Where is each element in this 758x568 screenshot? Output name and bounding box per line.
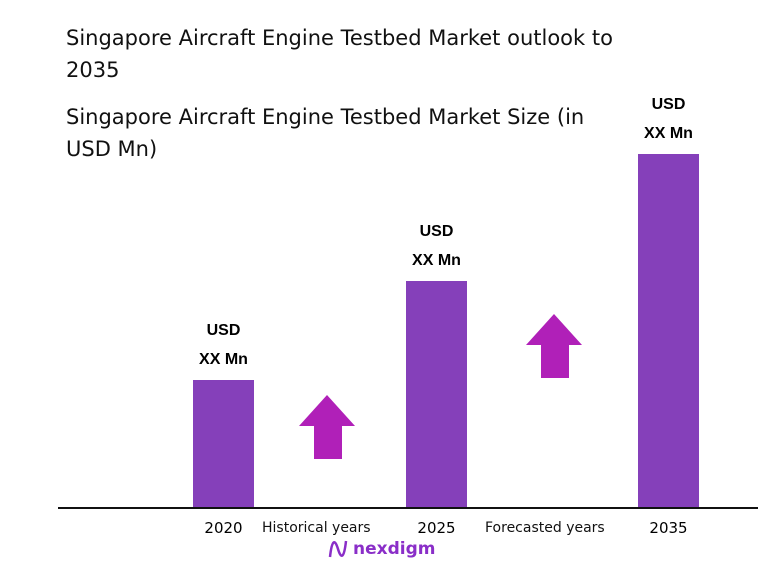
- nexdigm-logo-icon: [328, 540, 348, 558]
- bar-2020: [193, 379, 254, 507]
- data-label-value: XX Mn: [412, 252, 461, 270]
- chart-subtitle: Singapore Aircraft Engine Testbed Market…: [66, 105, 585, 161]
- chart-title: Singapore Aircraft Engine Testbed Market…: [66, 26, 613, 82]
- data-label-currency: USD: [651, 96, 686, 113]
- data-label-value: XX Mn: [199, 350, 248, 368]
- bar-2025: [406, 281, 467, 507]
- data-label-value: XX Mn: [644, 125, 693, 142]
- data-label-currency: USD: [419, 223, 454, 241]
- period-label-forecasted: Forecasted years: [485, 520, 605, 536]
- growth-arrow-icon: [299, 395, 355, 459]
- brand-name: nexdigm: [353, 539, 436, 559]
- x-tick-label: 2035: [649, 519, 688, 537]
- data-label-currency: USD: [206, 321, 241, 339]
- x-axis: [58, 507, 758, 509]
- nexdigm-logo: nexdigm: [327, 537, 435, 561]
- x-tick-label: 2020: [204, 519, 243, 537]
- period-label-historical: Historical years: [262, 520, 371, 536]
- growth-arrow-icon: [526, 314, 582, 378]
- x-tick-label: 2025: [417, 519, 456, 537]
- bar-2035: [638, 154, 699, 507]
